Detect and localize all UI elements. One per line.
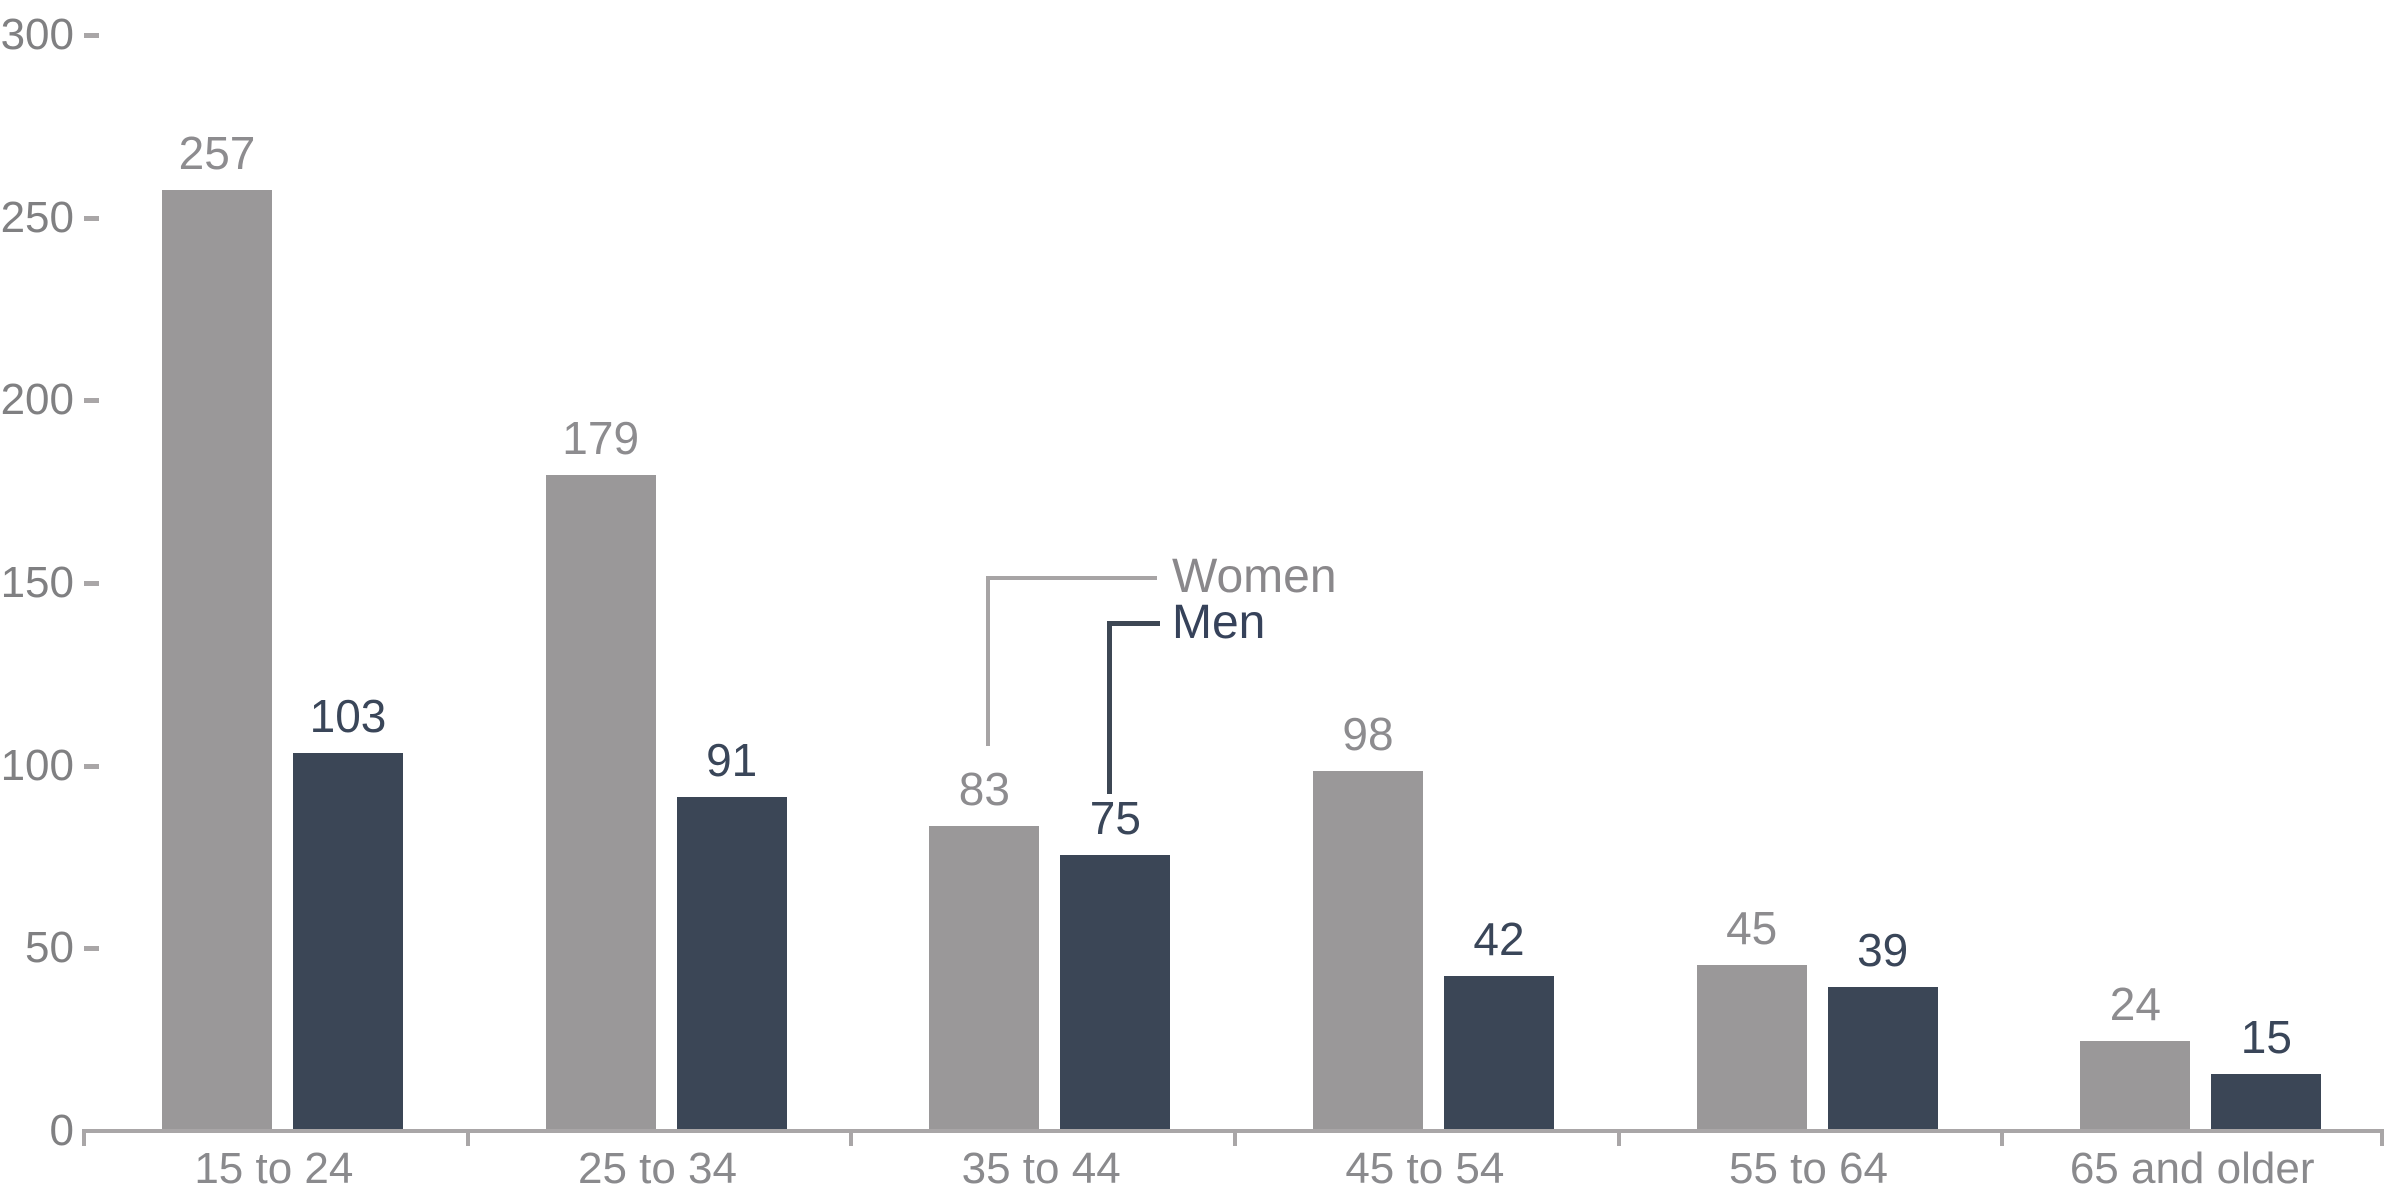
x-category-label-55-to-64: 55 to 64 bbox=[1728, 1144, 1888, 1193]
y-tick-mark-150 bbox=[84, 581, 99, 586]
value-label-men-55-to-64: 39 bbox=[1857, 923, 1909, 976]
y-tick-label-250: 250 bbox=[0, 192, 74, 242]
bar-women-55-to-64 bbox=[1696, 964, 1807, 1129]
value-label-men-45-to-54: 42 bbox=[1473, 912, 1525, 965]
y-tick-mark-50 bbox=[84, 946, 99, 952]
x-tick-mark bbox=[465, 1129, 470, 1146]
y-tick-label-100: 100 bbox=[0, 740, 74, 790]
x-tick-mark bbox=[2380, 1129, 2384, 1146]
value-label-women-55-to-64: 45 bbox=[1726, 901, 1778, 954]
x-tick-mark bbox=[82, 1129, 86, 1146]
x-tick-mark bbox=[1616, 1129, 1621, 1146]
x-category-label-15-to-24: 15 to 24 bbox=[194, 1144, 354, 1193]
value-label-men-65-and-older: 15 bbox=[2240, 1011, 2292, 1064]
value-label-women-25-to-34: 179 bbox=[562, 412, 640, 465]
bar-men-25-to-34 bbox=[676, 796, 787, 1129]
bar-women-45-to-54 bbox=[1313, 770, 1423, 1129]
legend-label-men: Men bbox=[1172, 596, 1266, 649]
x-category-label-25-to-34: 25 to 34 bbox=[577, 1144, 737, 1193]
bar-men-35-to-44 bbox=[1060, 855, 1171, 1129]
value-label-men-15-to-24: 103 bbox=[309, 689, 387, 742]
men-callout-line bbox=[1107, 621, 1160, 794]
x-category-label-65-and-older: 65 and older bbox=[2069, 1144, 2315, 1193]
y-tick-mark-100 bbox=[84, 763, 99, 769]
y-tick-mark-200 bbox=[84, 398, 99, 404]
women-callout-line bbox=[986, 576, 1157, 746]
y-tick-label-200: 200 bbox=[0, 375, 74, 425]
value-label-women-65-and-older: 24 bbox=[2109, 978, 2161, 1031]
y-tick-mark-250 bbox=[84, 215, 99, 221]
bar-women-25-to-34 bbox=[545, 475, 656, 1129]
x-tick-mark bbox=[1233, 1129, 1237, 1146]
y-tick-label-0: 0 bbox=[49, 1106, 74, 1155]
bar-men-45-to-54 bbox=[1444, 975, 1554, 1129]
bar-men-15-to-24 bbox=[293, 752, 403, 1129]
bar-men-55-to-64 bbox=[1827, 986, 1938, 1129]
value-label-women-35-to-44: 83 bbox=[958, 762, 1010, 815]
y-tick-label-50: 50 bbox=[25, 923, 74, 973]
plot-area: 15 to 24 257 103 25 to 34 179 91 35 to 44 83 75 4… bbox=[82, 0, 2384, 1193]
bar-men-65-and-older bbox=[2211, 1074, 2322, 1129]
y-tick-mark-300 bbox=[84, 33, 99, 38]
bar-women-15-to-24 bbox=[162, 190, 272, 1129]
value-label-women-45-to-54: 98 bbox=[1342, 707, 1394, 760]
x-tick-mark bbox=[849, 1129, 854, 1146]
x-category-label-45-to-54: 45 to 54 bbox=[1345, 1144, 1505, 1193]
bar-women-35-to-44 bbox=[929, 825, 1040, 1129]
y-tick-label-150: 150 bbox=[0, 558, 74, 607]
y-tick-label-300: 300 bbox=[0, 10, 74, 59]
value-label-men-35-to-44: 75 bbox=[1089, 792, 1141, 844]
legend-label-women: Women bbox=[1172, 550, 1337, 603]
value-label-men-25-to-34: 91 bbox=[706, 733, 758, 786]
x-category-label-35-to-44: 35 to 44 bbox=[961, 1144, 1121, 1193]
x-tick-mark bbox=[2000, 1129, 2005, 1146]
value-label-women-15-to-24: 257 bbox=[178, 127, 256, 180]
bar-women-65-and-older bbox=[2080, 1041, 2191, 1129]
